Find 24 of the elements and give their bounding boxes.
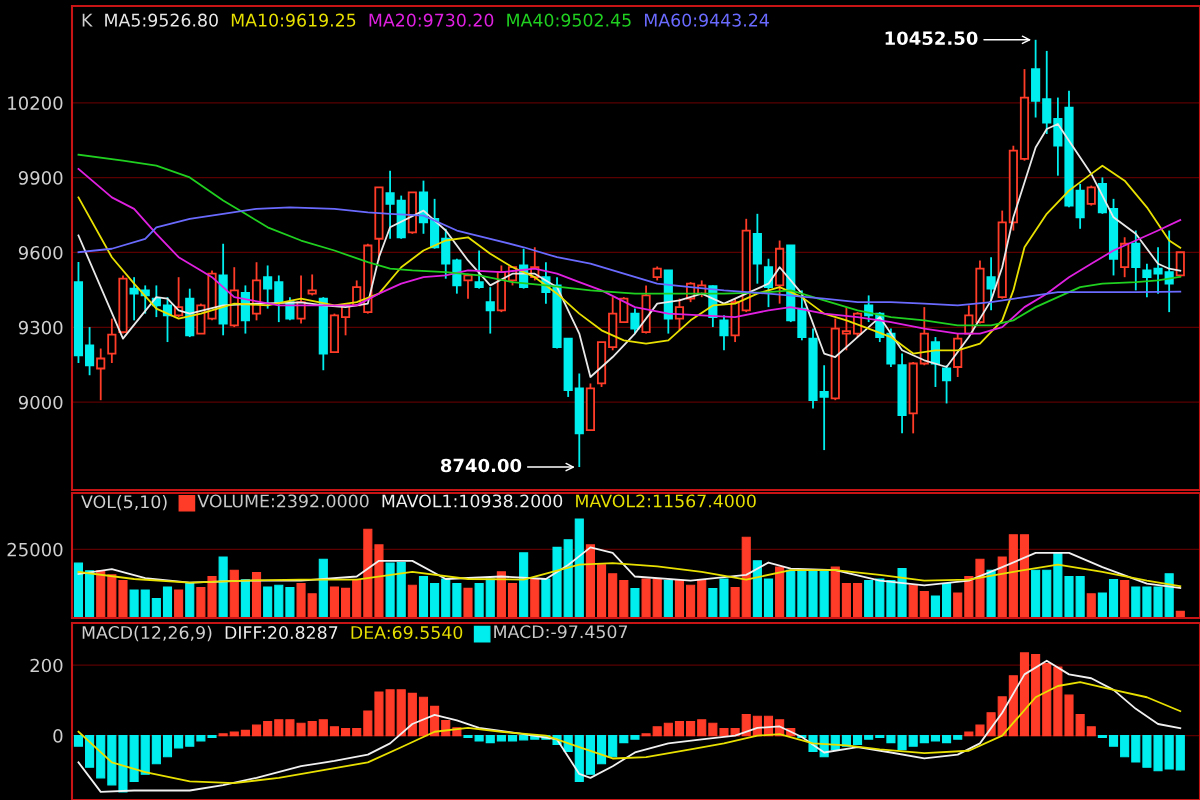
annotation: 8740.00 [440,458,522,473]
chart-title: VOL(5,10) [81,494,167,511]
annotation: 10452.50 [885,31,978,46]
text: MA5:9526.80 [105,13,218,27]
y-tick-label: 25000 [7,542,63,557]
y-tick-label: 9000 [18,395,63,410]
text: DEA:69.5540 [351,625,463,640]
y-tick-label: 9900 [18,171,63,185]
text: MAVOL1:10938.2000 [382,494,563,508]
legend-label: VOLUME:2392.0000 [197,494,369,508]
chart-title: K [82,13,93,27]
y-tick-label: 0 [53,729,63,743]
text: MAVOL2:11567.4000 [576,494,756,508]
text: MA40:9502.45 [507,13,631,27]
chart-title: MACD(12,26,9) [82,625,212,642]
text: MA20:9730.20 [369,13,494,27]
legend-label: MACD:-97.4507 [494,625,628,639]
y-tick-label: 9600 [18,245,63,260]
y-tick-label: 200 [30,658,63,673]
text: DIFF:20.8287 [225,625,338,640]
y-tick-label: 9300 [18,320,63,335]
text: MA60:9443.24 [644,13,769,27]
text: MA10:9619.25 [231,13,356,27]
y-tick-label: 10200 [8,96,63,110]
